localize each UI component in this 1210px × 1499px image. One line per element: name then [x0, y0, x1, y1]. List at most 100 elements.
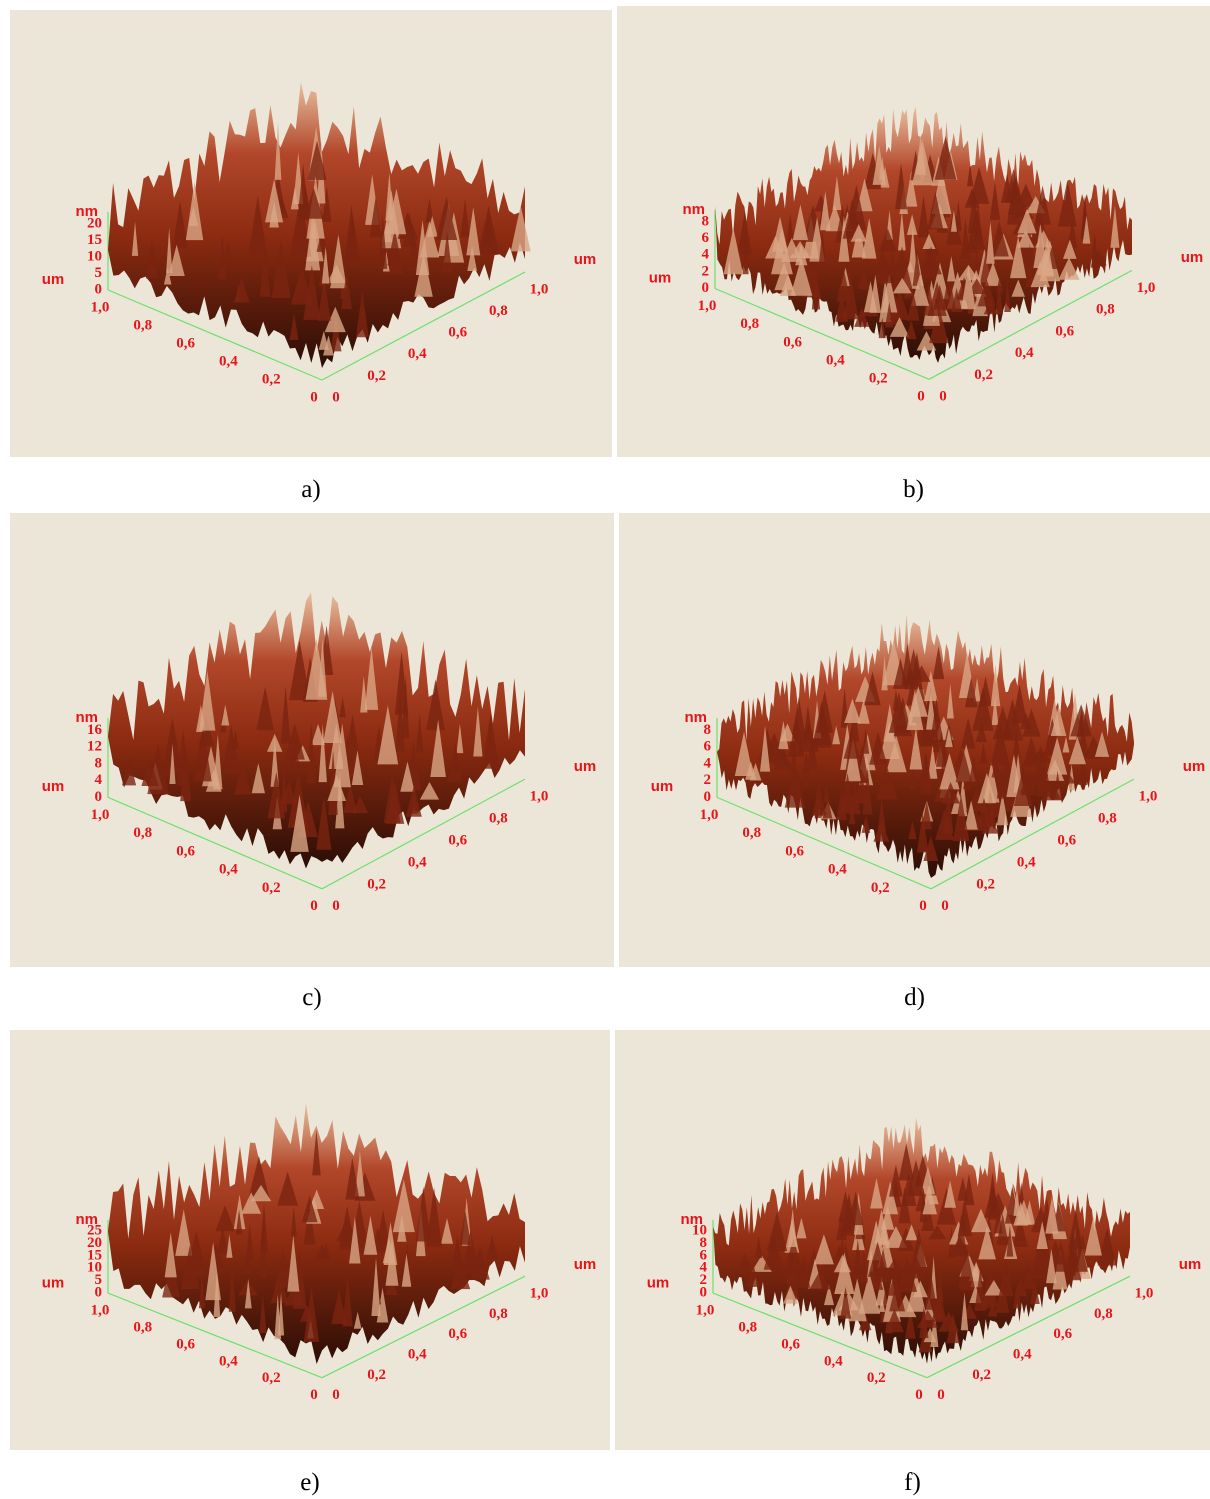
x-tick-label: 0,4 — [219, 1353, 238, 1369]
z-tick-label: 4 — [704, 755, 712, 771]
y-tick-label: 0,8 — [1096, 302, 1115, 318]
x-tick-label: 0 — [310, 1387, 318, 1403]
x-tick-label: 1,0 — [91, 299, 110, 315]
y-tick-label: 0,8 — [489, 1306, 508, 1322]
caption: a) — [261, 476, 361, 504]
y-tick-label: 0 — [937, 1387, 945, 1403]
y-tick-label: 0 — [332, 898, 340, 914]
x-unit: um — [651, 778, 674, 795]
surface-plot: 20151050nmumum1,00,80,60,40,2000,20,40,6… — [10, 10, 612, 457]
y-tick-label: 0,6 — [1053, 1326, 1072, 1342]
y-unit: um — [574, 758, 597, 775]
x-tick-label: 0,8 — [742, 825, 761, 841]
y-tick-label: 0,2 — [367, 368, 386, 384]
y-tick-label: 0,4 — [408, 346, 427, 362]
surface-plot: 1612840nmumum1,00,80,60,40,2000,20,40,60… — [10, 513, 614, 967]
z-unit: nm — [76, 709, 99, 726]
y-tick-label: 0,2 — [976, 876, 995, 892]
x-unit: um — [42, 778, 65, 795]
y-tick-label: 0,6 — [1055, 323, 1074, 339]
y-tick-label: 0,4 — [408, 1346, 427, 1362]
x-tick-label: 0,2 — [871, 880, 890, 896]
z-unit: nm — [685, 709, 708, 726]
y-tick-label: 0,6 — [448, 325, 467, 341]
z-tick-label: 6 — [702, 230, 710, 246]
z-tick-label: 15 — [87, 232, 102, 248]
y-tick-label: 0,4 — [1013, 1346, 1032, 1362]
z-tick-label: 4 — [702, 247, 710, 263]
z-tick-label: 0 — [700, 1285, 708, 1301]
y-tick-label: 1,0 — [1135, 1286, 1154, 1302]
afm-image: 1086420nmumum1,00,80,60,40,2000,20,40,60… — [615, 1030, 1210, 1450]
y-tick-label: 0,8 — [489, 810, 508, 826]
x-tick-label: 0,6 — [176, 843, 195, 859]
y-tick-label: 0,2 — [974, 367, 993, 383]
y-tick-label: 1,0 — [530, 789, 549, 805]
z-tick-label: 10 — [87, 248, 102, 264]
x-tick-label: 0 — [310, 898, 318, 914]
x-tick-label: 0,6 — [783, 334, 802, 350]
surface-plot: 86420nmumum1,00,80,60,40,2000,20,40,60,8… — [617, 6, 1210, 457]
x-tick-label: 0,8 — [133, 1319, 152, 1335]
y-unit: um — [574, 1256, 597, 1273]
caption: f) — [863, 1469, 963, 1497]
x-tick-label: 0,2 — [869, 371, 888, 387]
afm-image: 86420nmumum1,00,80,60,40,2000,20,40,60,8… — [619, 513, 1210, 967]
y-tick-label: 1,0 — [530, 1286, 549, 1302]
z-tick-label: 12 — [87, 739, 102, 755]
x-unit: um — [649, 269, 672, 286]
afm-image: 86420nmumum1,00,80,60,40,2000,20,40,60,8… — [617, 6, 1210, 457]
x-unit: um — [42, 1275, 65, 1292]
y-tick-label: 0,4 — [1015, 345, 1034, 361]
y-tick-label: 0,2 — [972, 1367, 991, 1383]
y-unit: um — [1179, 1256, 1202, 1273]
x-tick-label: 0,4 — [824, 1353, 843, 1369]
z-tick-label: 0 — [95, 1285, 103, 1301]
caption: d) — [865, 984, 965, 1012]
y-tick-label: 1,0 — [530, 281, 549, 297]
x-tick-label: 0,8 — [133, 317, 152, 333]
y-tick-label: 1,0 — [1139, 789, 1158, 805]
x-tick-label: 0,8 — [738, 1319, 757, 1335]
z-tick-label: 0 — [702, 280, 710, 296]
x-tick-label: 0,8 — [133, 825, 152, 841]
z-unit: nm — [683, 201, 706, 218]
x-tick-label: 0,4 — [219, 353, 238, 369]
y-tick-label: 0 — [939, 389, 947, 405]
z-tick-label: 8 — [95, 755, 103, 771]
z-unit: nm — [76, 203, 99, 220]
y-tick-label: 0,4 — [1017, 854, 1036, 870]
z-tick-label: 2 — [704, 772, 712, 788]
x-tick-label: 1,0 — [696, 1303, 715, 1319]
z-tick-label: 4 — [95, 772, 103, 788]
x-tick-label: 0,2 — [867, 1370, 886, 1386]
x-tick-label: 0 — [310, 389, 318, 405]
z-unit: nm — [681, 1211, 704, 1228]
y-tick-label: 1,0 — [1137, 280, 1156, 296]
y-tick-label: 0,8 — [1098, 810, 1117, 826]
x-tick-label: 0,4 — [826, 352, 845, 368]
y-tick-label: 0 — [332, 389, 340, 405]
z-tick-label: 2 — [702, 263, 710, 279]
z-tick-label: 6 — [704, 739, 712, 755]
x-tick-label: 1,0 — [91, 807, 110, 823]
afm-image: 2520151050nmumum1,00,80,60,40,2000,20,40… — [10, 1030, 610, 1450]
x-tick-label: 0,8 — [740, 316, 759, 332]
x-tick-label: 0,4 — [828, 862, 847, 878]
x-tick-label: 1,0 — [91, 1303, 110, 1319]
x-tick-label: 0,6 — [176, 335, 195, 351]
y-unit: um — [574, 251, 597, 268]
y-tick-label: 0,8 — [489, 303, 508, 319]
x-tick-label: 0,6 — [176, 1336, 195, 1352]
y-tick-label: 0,4 — [408, 854, 427, 870]
x-tick-label: 0 — [915, 1387, 923, 1403]
y-tick-label: 0,8 — [1094, 1306, 1113, 1322]
page: {"panels": [ {"caption": "a)", "z_unit":… — [0, 0, 1210, 1499]
y-tick-label: 0 — [941, 898, 949, 914]
y-tick-label: 0,6 — [448, 832, 467, 848]
x-tick-label: 0,2 — [262, 880, 281, 896]
caption: b) — [864, 476, 964, 504]
y-tick-label: 0,2 — [367, 876, 386, 892]
x-tick-label: 1,0 — [698, 298, 717, 314]
